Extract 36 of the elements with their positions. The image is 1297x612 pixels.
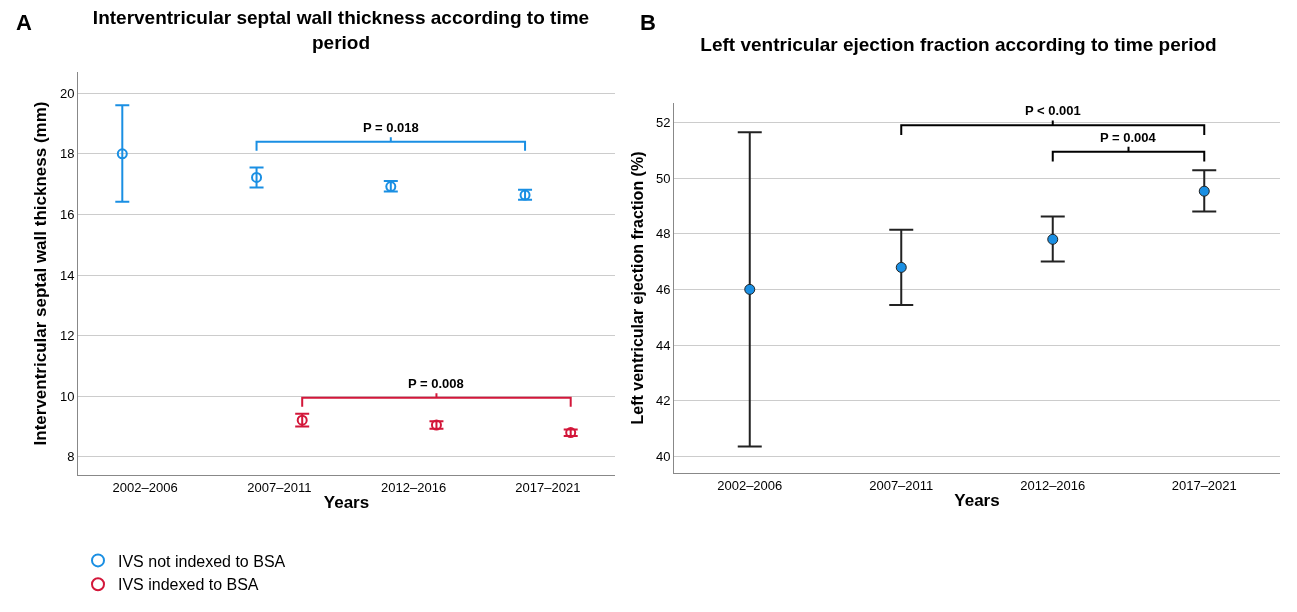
y-tick-label: 8 — [67, 449, 75, 465]
annotation: P = 0.004 — [1100, 130, 1157, 145]
chart-title: Interventricular septal wall thickness according to time period — [92, 7, 590, 54]
annotation: P < 0.001 — [1025, 103, 1081, 118]
x-tick-label: 2007–2011 — [869, 477, 934, 493]
x-tick-label: 2017–2021 — [1171, 477, 1237, 493]
x-tick-label: 2012–2016 — [381, 479, 447, 495]
legend-label: IVS indexed to BSA — [118, 576, 259, 594]
chart-title: Left ventricular ejection fraction according to time period — [700, 34, 1217, 55]
text: A — [16, 10, 32, 35]
annotation: P = 0.018 — [363, 120, 419, 135]
x-axis-title: Years — [323, 493, 370, 512]
y-tick-label: 48 — [655, 226, 671, 242]
x-tick-label: 2012–2016 — [1020, 477, 1086, 493]
y-tick-label: 14 — [59, 267, 75, 283]
x-tick-label: 2002–2006 — [717, 477, 783, 493]
text: B — [640, 10, 656, 35]
y-tick-label: 46 — [655, 281, 671, 297]
y-axis-title: Left ventricular ejection fraction (%) — [628, 151, 646, 425]
x-tick-label: 2007–2011 — [247, 479, 312, 495]
y-tick-label: 18 — [59, 146, 75, 162]
y-tick-label: 44 — [655, 337, 671, 353]
x-tick-label: 2002–2006 — [112, 479, 178, 495]
y-axis-title: Interventricular septal wall thickness (mm) — [31, 101, 51, 446]
x-tick-label: 2017–2021 — [515, 479, 581, 495]
x-axis-title: Years — [954, 491, 1000, 510]
y-tick-label: 50 — [655, 170, 671, 186]
y-tick-label: 10 — [59, 388, 75, 404]
y-tick-label: 12 — [59, 328, 75, 344]
y-tick-label: 20 — [59, 85, 75, 101]
y-tick-label: 16 — [59, 206, 75, 222]
annotation: P = 0.008 — [408, 376, 464, 391]
y-tick-label: 52 — [655, 115, 671, 131]
y-tick-label: 42 — [655, 393, 671, 409]
legend-label: IVS not indexed to BSA — [118, 552, 286, 570]
y-tick-label: 40 — [655, 448, 671, 464]
